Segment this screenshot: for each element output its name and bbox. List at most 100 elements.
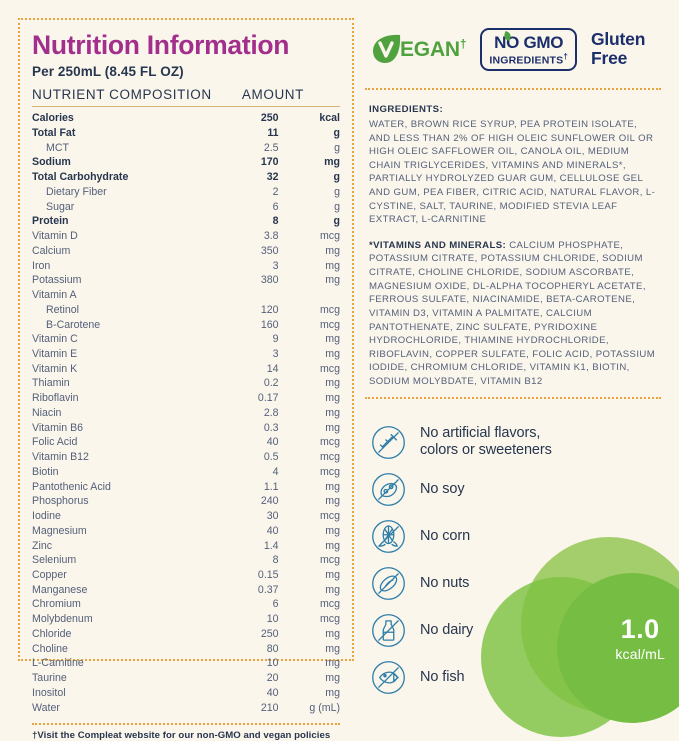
table-row: L-Carnitine 10 mg <box>32 657 340 672</box>
claim-item: No dairy <box>371 607 661 654</box>
nutrient-unit: mg <box>325 348 340 360</box>
nutrient-name: Iodine <box>32 510 61 523</box>
nutrient-unit: mcg <box>319 230 340 243</box>
nutrient-value: 350 <box>260 244 279 257</box>
nutrient-unit: mcg <box>319 451 340 464</box>
table-row: Vitamin E 3 mg <box>32 348 340 363</box>
table-column-headers: NUTRIENT COMPOSITION AMOUNT <box>32 87 340 106</box>
nutrient-name: Molybdenum <box>32 613 93 626</box>
table-row: Total Fat 11 g <box>32 127 340 142</box>
no-soy-icon <box>371 472 406 507</box>
table-row: Vitamin K 14 mcg <box>32 362 340 377</box>
nutrient-unit: mg <box>325 244 340 257</box>
nutrient-value: 0.3 <box>263 421 279 434</box>
claim-label-line1: No dairy <box>420 621 474 638</box>
nutrient-value: 6 <box>272 200 279 213</box>
table-row: Chloride 250 mg <box>32 628 340 643</box>
nutrition-facts-box: Nutrition Information Per 250mL (8.45 FL… <box>18 18 354 741</box>
nutrient-name: Water <box>32 701 60 714</box>
nutrient-value: 120 <box>260 303 279 316</box>
nutrition-panel: Nutrition Information Per 250mL (8.45 FL… <box>18 18 679 741</box>
nutrient-name: Vitamin B12 <box>32 451 89 464</box>
table-row: Iodine 30 mcg <box>32 510 340 525</box>
nutrient-name: Chromium <box>32 598 81 611</box>
nutrient-unit: g <box>334 141 340 154</box>
nutrient-value: 40 <box>266 686 279 699</box>
nutrient-unit: mg <box>325 421 340 434</box>
nutrient-name: Iron <box>32 259 51 272</box>
nutrient-unit: mg <box>325 657 340 670</box>
nutrient-name: Choline <box>32 642 68 655</box>
vitamins-minerals-label: *VITAMINS AND MINERALS: <box>369 239 507 251</box>
nutrient-unit: mg <box>325 672 340 685</box>
nutrient-value: 8 <box>272 554 279 567</box>
nutrient-value: 0.17 <box>257 392 279 405</box>
nutrient-unit: mg <box>325 642 340 655</box>
table-row: Choline 80 mg <box>32 642 340 657</box>
caloric-density-badge: 1.0 kcal/mL <box>615 616 665 662</box>
nutrient-value: 160 <box>260 318 279 331</box>
table-row: Vitamin B6 0.3 mg <box>32 421 340 436</box>
nutrient-name: Niacin <box>32 406 62 419</box>
no-artificial-flavors-icon <box>371 425 406 460</box>
table-row: Magnesium 40 mg <box>32 524 340 539</box>
nutrient-unit: g <box>334 185 340 198</box>
claim-label-line1: No corn <box>420 527 471 544</box>
nutrient-unit: mcg <box>319 465 340 478</box>
nutrient-value: 10 <box>266 657 279 670</box>
nutrient-unit: g <box>334 200 340 213</box>
nutrient-name: Riboflavin <box>32 392 79 405</box>
table-row: Phosphorus 240 mg <box>32 495 340 510</box>
table-row: Niacin 2.8 mg <box>32 407 340 422</box>
no-gmo-line1: NO GMO <box>494 32 564 52</box>
nutrient-value: 14 <box>266 362 279 375</box>
footnote-divider <box>32 722 340 725</box>
nutrient-name: Vitamin C <box>32 333 78 346</box>
table-row: Biotin 4 mcg <box>32 465 340 480</box>
nutrient-value: 6 <box>272 598 279 611</box>
vegan-word: EGAN <box>400 37 460 61</box>
nutrient-unit: mg <box>325 480 340 493</box>
table-row: Iron 3 mg <box>32 259 340 274</box>
nutrient-value: 20 <box>266 672 279 685</box>
nutrient-unit: mcg <box>319 436 340 449</box>
nutrient-value: 1.1 <box>263 480 279 493</box>
vegan-badge: EGAN† <box>369 32 467 66</box>
table-row: Potassium 380 mg <box>32 274 340 289</box>
nutrient-unit: mg <box>325 583 340 596</box>
table-row: Pantothenic Acid 1.1 mg <box>32 480 340 495</box>
nutrient-name: Pantothenic Acid <box>32 480 111 493</box>
claim-label-line1: No artificial flavors, <box>420 424 541 441</box>
nutrient-name: Vitamin D <box>32 230 78 243</box>
nutrient-name: Sodium <box>32 156 71 169</box>
nutrient-unit: mcg <box>319 598 340 611</box>
nutrient-value <box>217 289 285 304</box>
nutrient-name: Copper <box>32 569 67 582</box>
no-fish-icon <box>371 660 406 695</box>
gluten-free-line2: Free <box>590 48 628 68</box>
nutrient-value: 0.15 <box>257 569 279 582</box>
nutrient-name: Selenium <box>32 554 77 567</box>
nutrient-name: Taurine <box>32 672 67 685</box>
nutrient-name: Phosphorus <box>32 495 89 508</box>
table-row: Vitamin A <box>32 289 340 304</box>
serving-size-label: Per 250mL (8.45 FL OZ) <box>32 63 184 79</box>
claim-label: No corn <box>420 528 470 545</box>
nutrient-unit: kcal <box>319 112 340 125</box>
vegan-label: EGAN† <box>400 36 467 62</box>
nutrient-unit: g (mL) <box>309 701 340 714</box>
nutrient-name: Calcium <box>32 244 71 257</box>
claim-label-line1: No nuts <box>420 574 470 591</box>
vegan-dagger: † <box>459 36 467 51</box>
table-row: Molybdenum 10 mcg <box>32 613 340 628</box>
badges-divider <box>365 88 661 90</box>
nutrient-value: 3 <box>272 259 279 272</box>
nutrient-value: 2 <box>272 185 279 198</box>
ingredients-text: WATER, BROWN RICE SYRUP, PEA PROTEIN ISO… <box>369 119 656 226</box>
nutrient-unit: g <box>333 215 340 228</box>
table-row: Retinol 120 mcg <box>32 303 340 318</box>
nutrient-value: 40 <box>266 436 279 449</box>
ingredients-label: INGREDIENTS: <box>369 104 444 115</box>
nutrient-value: 0.2 <box>263 377 279 390</box>
claims-panel: EGAN† NO GMO INGREDIENTS† Gluten Free IN… <box>365 18 661 694</box>
